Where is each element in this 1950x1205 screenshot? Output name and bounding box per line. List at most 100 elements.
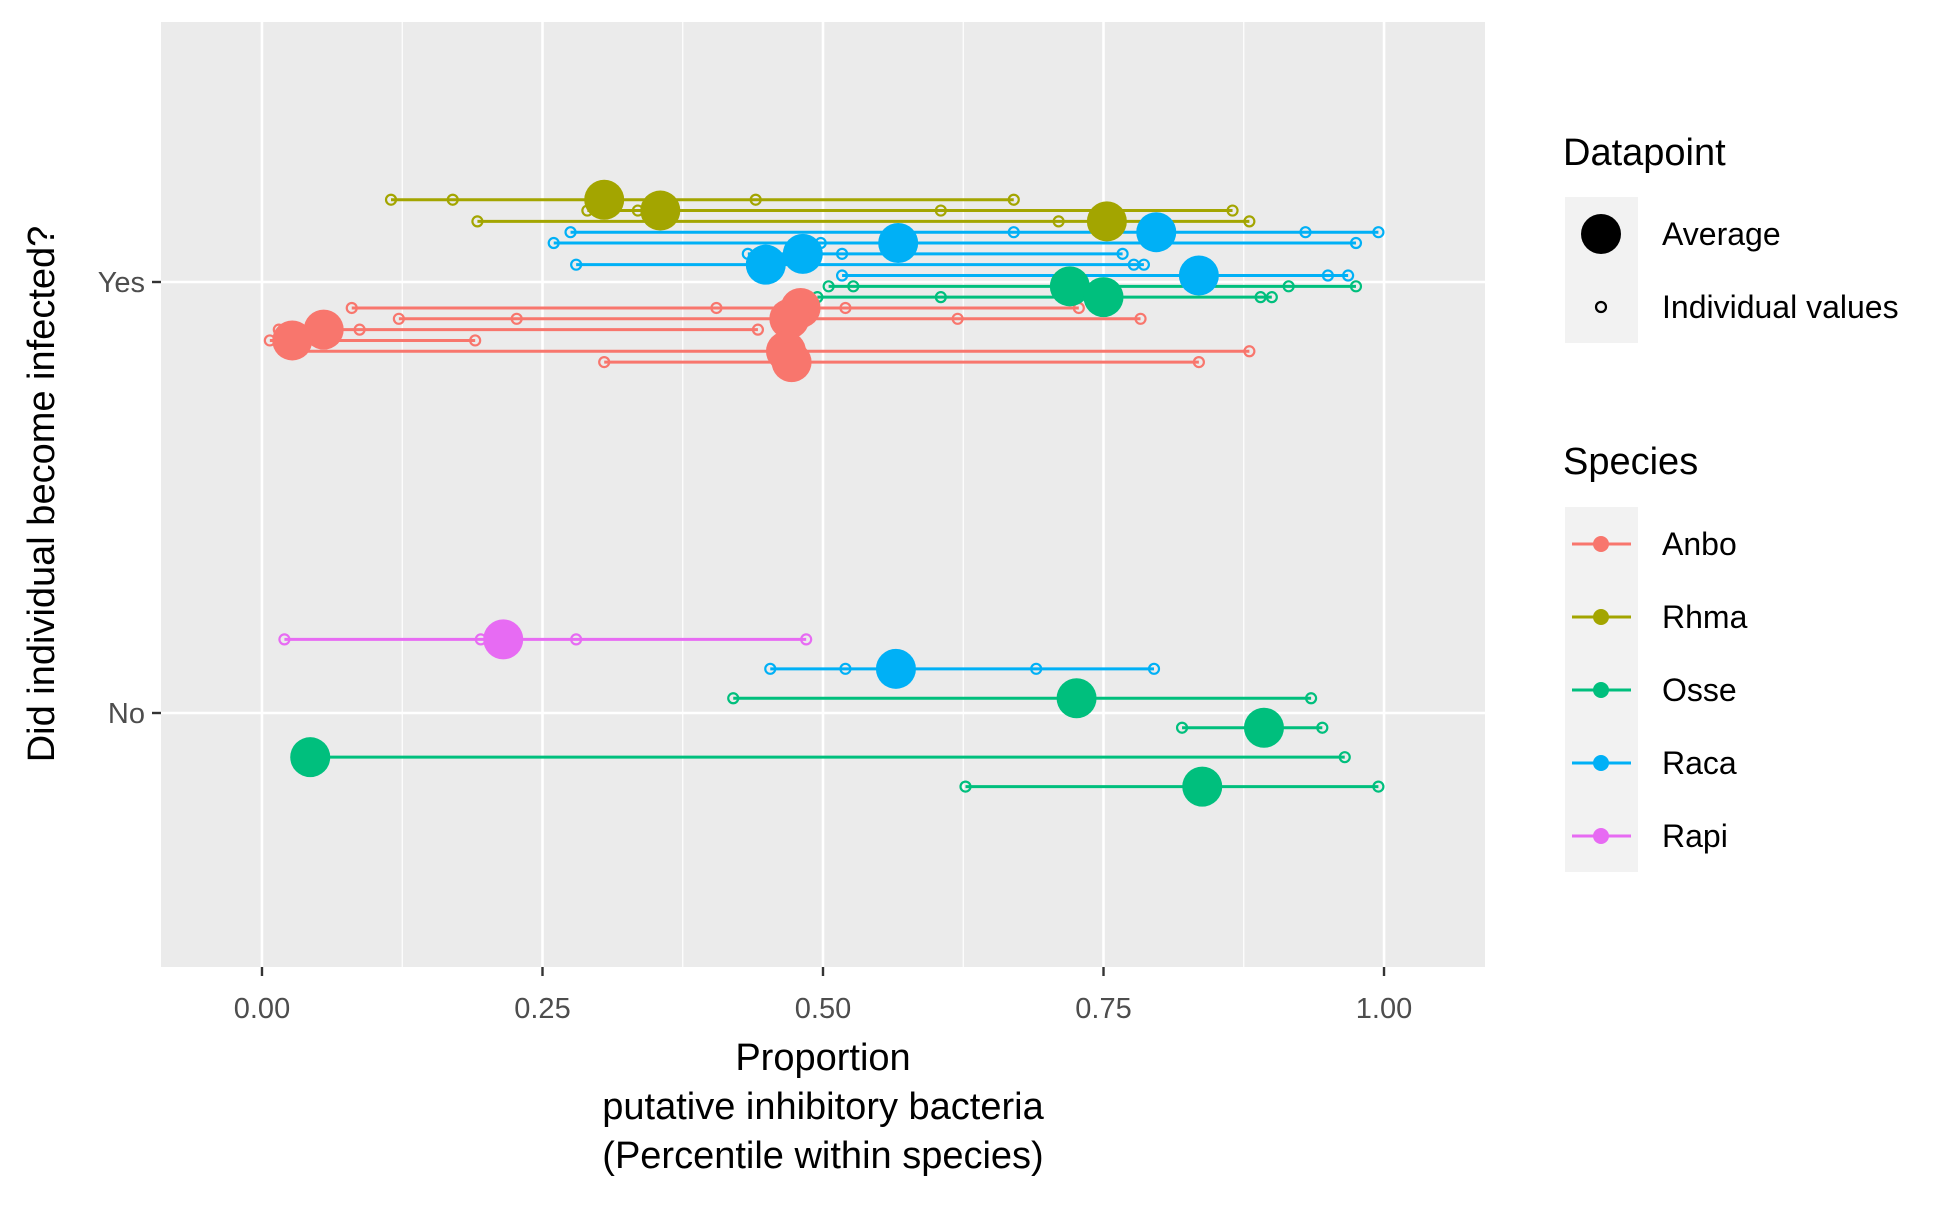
individual-point-anbo	[751, 323, 765, 336]
individual-point-rapi	[570, 633, 583, 646]
individual-point-osse	[1254, 291, 1267, 304]
average-point-raca	[1136, 212, 1177, 253]
individual-point-osse	[1304, 692, 1318, 705]
average-point-raca	[878, 223, 919, 264]
individual-point-raca	[1137, 258, 1151, 271]
individual-point-osse	[1316, 721, 1329, 734]
legend-key-point-rapi	[1593, 828, 1609, 844]
legend-title-datapoint: Datapoint	[1563, 132, 1726, 174]
individual-point-rhma	[1007, 193, 1020, 206]
individual-point-rhma	[934, 204, 947, 217]
legend-label-osse: Osse	[1662, 672, 1737, 708]
individual-point-raca	[1342, 269, 1355, 282]
individual-point-rhma	[1243, 215, 1256, 228]
data-layer	[263, 179, 1385, 807]
average-point-osse	[1182, 766, 1223, 807]
individual-point-rapi	[800, 633, 813, 646]
individual-point-rhma	[471, 215, 484, 228]
individual-point-anbo	[710, 301, 723, 315]
individual-point-raca	[1349, 236, 1363, 250]
legend-key-point-rhma	[1593, 609, 1609, 625]
axis-layer: 0.00 0.25 0.50 0.75 1.00 Yes No Proportion putat…	[21, 226, 1412, 1177]
legend-label-rhma: Rhma	[1662, 599, 1748, 635]
individual-point-osse	[1338, 751, 1351, 764]
individual-point-raca	[835, 269, 849, 282]
x-tick-label: 0.75	[1075, 993, 1131, 1025]
average-point-osse	[1049, 266, 1090, 307]
legend-key-point-osse	[1593, 682, 1609, 698]
average-point-rhma	[1086, 201, 1127, 242]
individual-point-rhma	[1226, 204, 1239, 217]
average-point-raca	[875, 648, 916, 689]
average-point-anbo	[303, 309, 344, 350]
average-point-osse	[1083, 277, 1124, 318]
individual-point-anbo	[598, 356, 611, 369]
average-point-anbo	[769, 298, 810, 339]
individual-point-osse	[934, 291, 947, 304]
individual-point-raca	[564, 226, 577, 239]
individual-point-anbo	[839, 301, 852, 315]
individual-point-raca	[570, 258, 583, 271]
individual-point-raca	[1030, 662, 1043, 675]
average-point-rapi	[483, 619, 524, 660]
legend-key-point-anbo	[1593, 536, 1609, 552]
individual-point-anbo	[1192, 356, 1205, 369]
individual-point-osse	[822, 280, 835, 293]
average-point-osse	[1056, 678, 1097, 719]
individual-point-rhma	[446, 193, 459, 206]
x-tick-label: 0.50	[795, 993, 851, 1025]
individual-point-raca	[764, 662, 777, 675]
average-point-raca	[1178, 255, 1219, 296]
legend-label-raca: Raca	[1662, 745, 1737, 781]
individual-point-rhma	[1052, 215, 1065, 228]
individual-point-raca	[839, 662, 852, 675]
individual-point-osse	[959, 780, 972, 793]
average-point-osse	[1243, 707, 1284, 748]
average-point-raca	[782, 233, 823, 274]
average-point-rhma	[640, 190, 681, 231]
average-point-rhma	[584, 179, 625, 220]
individual-point-anbo	[510, 312, 523, 325]
individual-point-osse	[1265, 291, 1278, 304]
individual-point-anbo	[392, 312, 405, 325]
y-axis-title: Did individual become infected?	[21, 226, 63, 763]
y-tick-label: No	[108, 698, 145, 730]
individual-point-raca	[1116, 247, 1129, 260]
average-point-anbo	[272, 320, 313, 361]
individual-point-anbo	[1134, 312, 1147, 325]
individual-point-raca	[1372, 226, 1385, 239]
x-tick-label: 0.00	[234, 993, 290, 1025]
individual-point-raca	[547, 236, 560, 250]
individual-point-rhma	[384, 193, 398, 206]
individual-point-anbo	[951, 312, 964, 325]
individual-point-osse	[847, 280, 860, 293]
legend-title-species: Species	[1563, 441, 1698, 483]
individual-point-anbo	[345, 301, 358, 315]
legend-label-anbo: Anbo	[1662, 526, 1737, 562]
x-axis-title: Proportion putative inhibitory bacteria (P…	[602, 1037, 1044, 1177]
individual-point-anbo	[1243, 345, 1256, 358]
legend-key-individual	[1594, 300, 1608, 314]
individual-point-anbo	[353, 323, 366, 336]
legend-key-average	[1581, 214, 1621, 254]
individual-point-raca	[1321, 269, 1335, 282]
individual-point-raca	[1007, 226, 1020, 239]
average-point-osse	[290, 737, 331, 778]
individual-point-rhma	[749, 193, 762, 206]
y-tick-label: Yes	[98, 267, 145, 299]
average-point-anbo	[771, 342, 812, 383]
legend-key-point-raca	[1593, 755, 1609, 771]
individual-point-osse	[1282, 280, 1295, 293]
individual-point-raca	[1147, 662, 1161, 675]
individual-point-raca	[1299, 226, 1312, 239]
individual-point-osse	[1372, 780, 1385, 793]
x-tick-label: 0.25	[514, 993, 570, 1025]
individual-point-osse	[727, 692, 740, 705]
legend-label: Individual values	[1662, 289, 1899, 325]
individual-point-anbo	[469, 334, 482, 347]
individual-point-rapi	[278, 633, 291, 646]
average-point-raca	[745, 244, 786, 285]
individual-point-osse	[1349, 280, 1363, 293]
